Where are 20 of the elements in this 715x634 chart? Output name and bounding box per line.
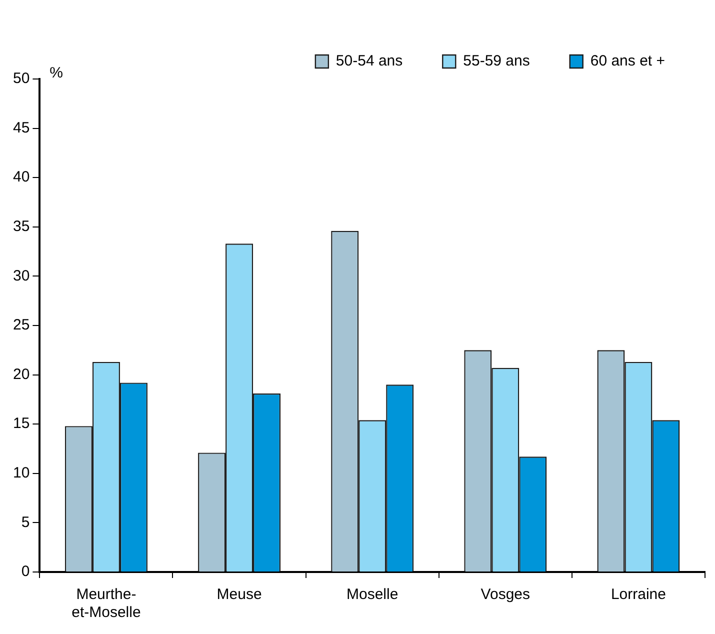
x-tick-label: Meurthe-et-Moselle (72, 586, 141, 622)
x-tick-label: Moselle (346, 586, 398, 604)
y-tick-label: 45 (12, 119, 30, 136)
y-tick-label: 35 (12, 218, 30, 236)
y-tick-label: 15 (12, 415, 30, 432)
legend-label: 50-54 ans (336, 52, 403, 70)
y-tick-label: 0 (21, 563, 30, 580)
x-tick-label: Meuse (216, 586, 262, 604)
x-tick-label: Vosges (480, 586, 530, 604)
y-tick-label: 30 (12, 267, 30, 284)
x-tick-label: Lorraine (610, 586, 666, 604)
y-tick-label: 20 (12, 366, 30, 383)
y-tick-label: 50 (12, 70, 30, 88)
y-tick-label: 10 (12, 464, 30, 482)
legend-label: 55-59 ans (463, 52, 530, 70)
y-axis-title: % (50, 64, 64, 82)
y-tick-label: 5 (21, 514, 30, 531)
y-tick-label: 40 (12, 168, 30, 186)
y-tick-label: 25 (12, 316, 30, 334)
legend-label: 60 ans et + (590, 52, 666, 70)
